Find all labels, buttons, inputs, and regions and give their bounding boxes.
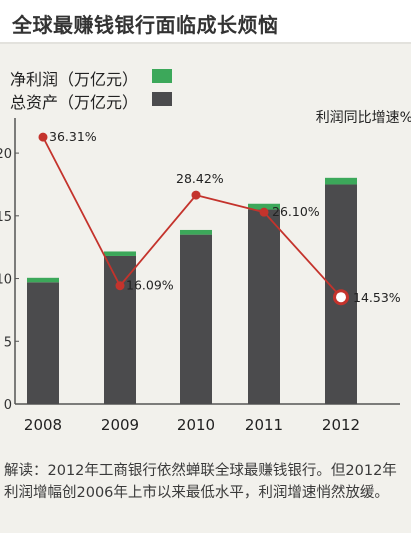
x-tick-label: 2010 (177, 416, 215, 434)
chart-title: 全球最赚钱银行面临成长烦恼 (12, 13, 279, 37)
y-tick-label: 10 (0, 273, 12, 288)
growth-data-label: 36.31% (49, 129, 97, 144)
x-tick-label: 2011 (245, 416, 283, 434)
legend-label-profit: 净利润（万亿元） (10, 70, 139, 89)
growth-point-highlight-inner (336, 292, 346, 303)
bar-assets (180, 234, 212, 404)
bar-assets (248, 209, 280, 404)
bar-profit (248, 203, 280, 210)
y-tick-label: 15 (0, 210, 12, 225)
y-tick-label: 0 (4, 398, 12, 413)
growth-point (115, 281, 125, 291)
bar-profit (104, 251, 136, 256)
growth-data-label: 14.53% (353, 290, 401, 305)
legend-label-assets: 总资产（万亿元） (10, 93, 139, 112)
growth-point (259, 207, 269, 217)
bar-profit (27, 277, 59, 283)
y-tick-label: 20 (0, 147, 12, 162)
bar-assets (27, 282, 59, 404)
chart-plot: 0 5 10 15 20 2008 2009 2010 2011 2012 36.31% 16.0… (0, 118, 401, 434)
bar-assets (104, 255, 136, 404)
y-tick-label: 5 (4, 335, 12, 350)
x-tick-label: 2009 (101, 416, 139, 434)
growth-data-label: 16.09% (126, 278, 174, 293)
secondary-axis-label: 利润同比增速% (315, 110, 411, 126)
legend-swatch-assets (152, 92, 172, 106)
x-tick-label: 2008 (24, 416, 62, 434)
growth-data-label: 26.10% (272, 204, 320, 219)
title-bar: 全球最赚钱银行面临成长烦恼 (0, 0, 411, 44)
bar-profit (325, 177, 357, 185)
x-tick-label: 2012 (322, 416, 360, 434)
growth-point (38, 132, 48, 142)
growth-point (191, 190, 201, 200)
legend-swatch-profit (152, 69, 172, 83)
growth-data-label: 28.42% (176, 171, 224, 186)
interpretation-note: 解读：2012年工商银行依然蝉联全球最赚钱银行。但2012年利润增幅创2006年… (4, 463, 397, 501)
bar-profit (180, 229, 212, 235)
